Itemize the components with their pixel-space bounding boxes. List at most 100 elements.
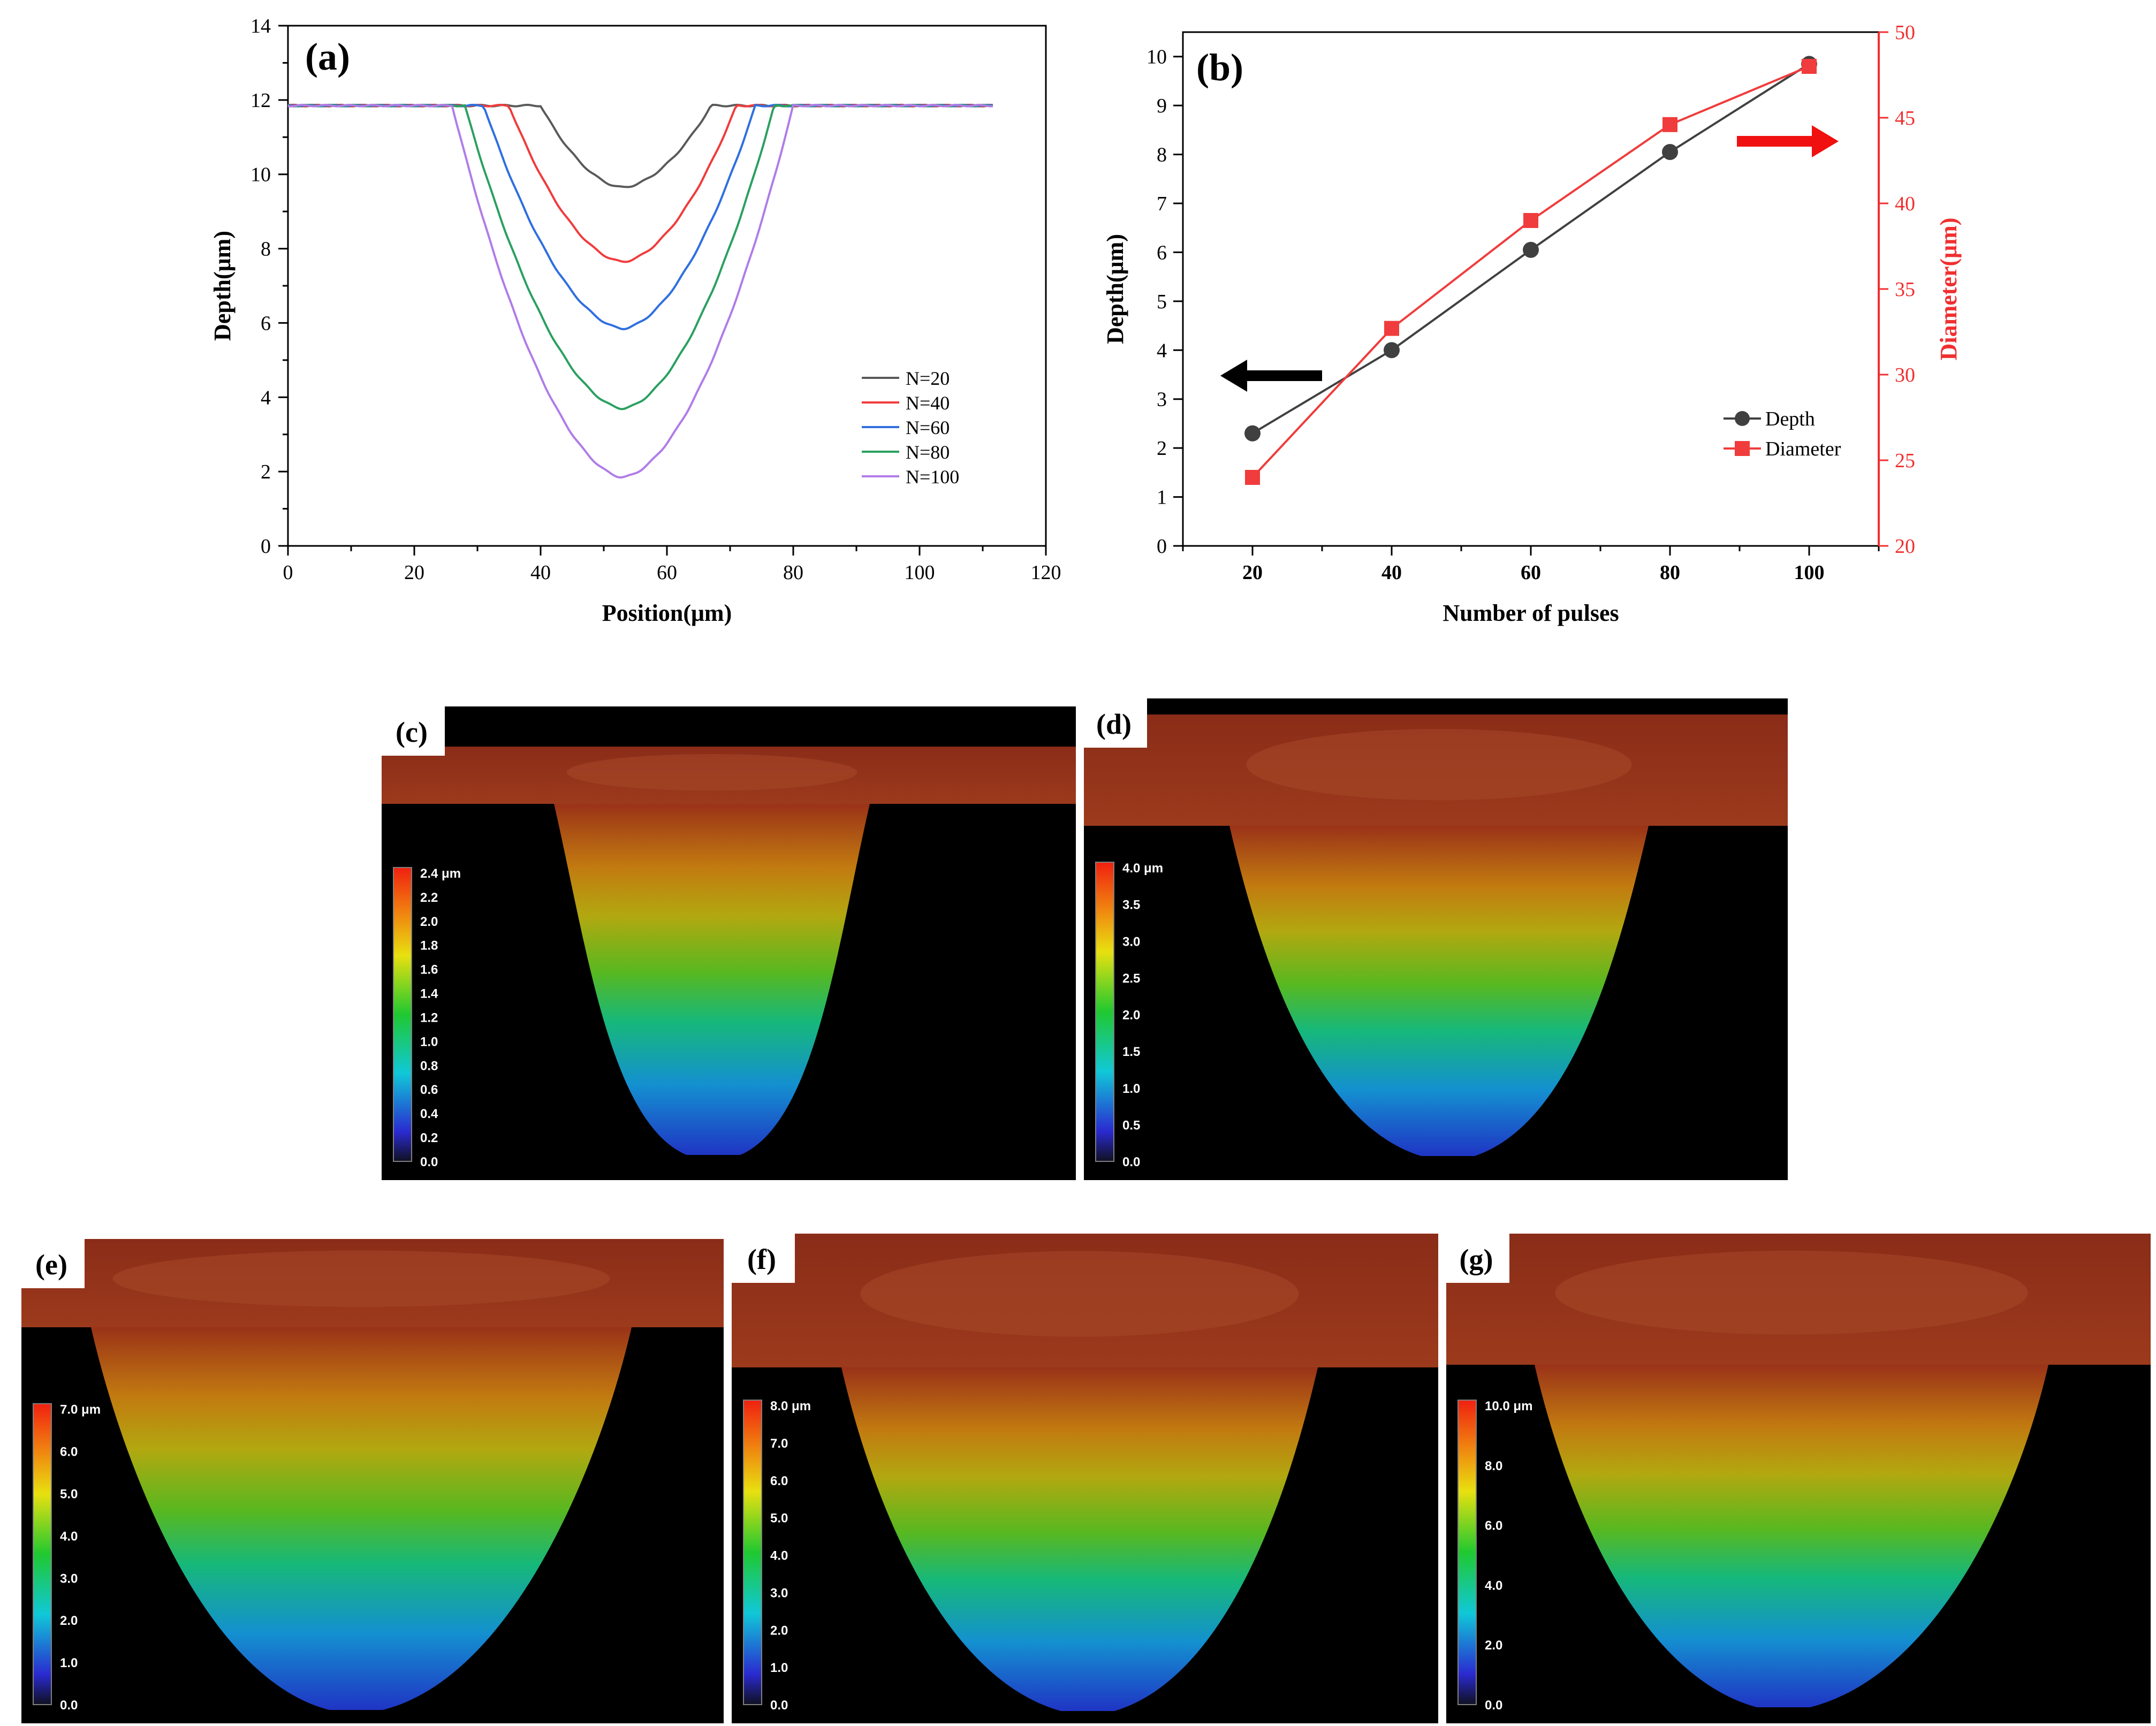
colorbar-tick-label: 0.4 xyxy=(420,1107,438,1121)
chart-a-ytick-label: 2 xyxy=(261,461,271,483)
chart-a-xtick-label: 120 xyxy=(1031,561,1061,584)
chart-b-point-diameter xyxy=(1245,470,1260,485)
chart-b-ytick-right-label: 25 xyxy=(1895,450,1915,472)
panel-f-canvas: (f) 8.0 μm 7.0 6.0 5.0 4.0 3.0 2.0 1.0 0.0 xyxy=(732,1234,1438,1723)
chart-b-point-diameter xyxy=(1802,59,1817,74)
colorbar-tick-label: 0.0 xyxy=(60,1698,78,1713)
chart-a-xtick-label: 20 xyxy=(404,561,424,584)
chart-a-series-line xyxy=(287,103,993,331)
chart-a-ytick-label: 4 xyxy=(261,386,271,409)
chart-b-point-diameter xyxy=(1662,117,1677,132)
colorbar-tick-label: 6.0 xyxy=(770,1474,788,1488)
chart-a-legend-label: N=40 xyxy=(906,392,950,414)
chart-b-point-depth xyxy=(1662,144,1678,160)
crater-surface xyxy=(841,1367,1318,1711)
colorbar-tick-label: 0.0 xyxy=(1122,1155,1140,1169)
panel-label-box xyxy=(1446,1234,1509,1283)
crater-opening xyxy=(112,1250,610,1307)
chart-b-ytick-label: 0 xyxy=(1157,535,1167,558)
colorbar xyxy=(743,1400,762,1706)
chart-a-ylabel: Depth(μm) xyxy=(209,231,236,341)
chart-a-depth-profiles: (a) Position(μm) Depth(μm) 0 20 40 60 80 100 1… xyxy=(209,15,1061,626)
chart-b-xtick-label: 20 xyxy=(1242,561,1263,584)
colorbar-tick-label: 1.5 xyxy=(1122,1045,1140,1059)
chart-b-point-depth xyxy=(1244,425,1261,442)
chart-a-xtick-label: 40 xyxy=(530,561,551,584)
right-axis-arrow-icon xyxy=(1737,125,1839,157)
chart-a-series-line xyxy=(287,103,993,479)
colorbar-tick-label: 3.0 xyxy=(1122,934,1140,949)
chart-b-xlabel: Number of pulses xyxy=(1443,600,1619,626)
chart-b-ytick-label: 8 xyxy=(1157,144,1167,166)
crater-opening xyxy=(860,1251,1299,1337)
colorbar-tick-label: 1.4 xyxy=(420,987,438,1001)
chart-a-xlabel: Position(μm) xyxy=(602,600,732,626)
chart-a-legend-label: N=100 xyxy=(906,466,959,488)
chart-b-xtick-label: 40 xyxy=(1381,561,1402,584)
chart-b-legend-marker xyxy=(1735,441,1750,456)
chart-b-xtick-label: 100 xyxy=(1794,561,1825,584)
panel-f-topography: (f) 8.0 μm 7.0 6.0 5.0 4.0 3.0 2.0 1.0 0.0 xyxy=(732,1234,1438,1723)
colorbar-tick-label: 3.0 xyxy=(60,1571,78,1586)
chart-a-ytick-label: 14 xyxy=(250,15,271,37)
chart-a-ytick-label: 6 xyxy=(261,312,271,334)
chart-b-xtick-label: 60 xyxy=(1521,561,1541,584)
chart-b-legend-marker xyxy=(1735,411,1750,426)
colorbar xyxy=(1457,1400,1477,1706)
chart-b-ytick-right-label: 40 xyxy=(1895,193,1915,215)
chart-b-ytick-label: 10 xyxy=(1147,46,1167,69)
chart-b-ytick-label: 7 xyxy=(1157,193,1167,215)
chart-a-series-line xyxy=(287,103,993,410)
colorbar xyxy=(393,866,412,1162)
panel-d-topography: (d) 4.0 μm 3.5 3.0 2.5 2.0 1.5 1.0 0.5 0.0 xyxy=(1084,698,1788,1180)
chart-a-series-line xyxy=(287,103,993,188)
crater-opening xyxy=(1555,1250,2028,1335)
chart-b-ylabel-right: Diameter(μm) xyxy=(1935,218,1962,361)
colorbar-tick-label: 7.0 xyxy=(770,1436,788,1451)
colorbar xyxy=(33,1403,52,1705)
colorbar-tick-label: 1.0 xyxy=(420,1035,438,1049)
chart-a-ytick-label: 8 xyxy=(261,238,271,261)
colorbar-tick-label: 1.6 xyxy=(420,963,438,977)
chart-b-legend-label: Diameter xyxy=(1765,438,1841,460)
colorbar-tick-label: 5.0 xyxy=(770,1511,788,1526)
crater-surface xyxy=(554,804,870,1155)
colorbar-tick-label: 2.0 xyxy=(770,1623,788,1638)
colorbar-tick-label: 2.0 xyxy=(420,915,438,929)
colorbar-tick-label: 4.0 xyxy=(1485,1578,1502,1593)
colorbar-tick-label: 6.0 xyxy=(1485,1519,1502,1533)
colorbar-tick-label: 4.0 μm xyxy=(1122,861,1163,876)
left-axis-arrow-icon xyxy=(1220,360,1322,392)
colorbar-tick-label: 1.2 xyxy=(420,1010,438,1025)
colorbar-tick-label: 1.0 xyxy=(1122,1082,1140,1096)
panel-label-box xyxy=(21,1239,85,1288)
colorbar-tick-label: 4.0 xyxy=(60,1529,78,1543)
colorbar-tick-label: 0.0 xyxy=(1485,1698,1502,1713)
chart-a-legend-label: N=80 xyxy=(906,442,950,463)
colorbar-tick-label: 4.0 xyxy=(770,1549,788,1563)
crater-opening xyxy=(1246,729,1632,801)
chart-b-ytick-right-label: 20 xyxy=(1895,535,1915,558)
colorbar-tick-label: 0.6 xyxy=(420,1083,438,1097)
colorbar-tick-label: 3.0 xyxy=(770,1586,788,1600)
colorbar-tick-label: 0.8 xyxy=(420,1059,438,1073)
chart-a-ytick-label: 12 xyxy=(250,89,271,112)
colorbar-tick-label: 2.0 xyxy=(1122,1008,1140,1023)
chart-a-legend-label: N=60 xyxy=(906,417,950,438)
colorbar-tick-label: 2.5 xyxy=(1122,971,1140,986)
crater-surface xyxy=(1229,826,1649,1156)
panel-label-box xyxy=(1084,698,1147,748)
chart-b-ytick-label: 1 xyxy=(1157,486,1167,509)
panel-e-topography: (e) 7.0 μm 6.0 5.0 4.0 3.0 2.0 1.0 0.0 xyxy=(21,1239,724,1723)
panel-label-box xyxy=(732,1234,795,1283)
chart-b-ytick-right-label: 50 xyxy=(1895,21,1915,44)
colorbar-tick-label: 3.5 xyxy=(1122,898,1140,913)
colorbar-tick-label: 0.0 xyxy=(420,1155,438,1169)
colorbar-tick-label: 2.2 xyxy=(420,891,438,905)
chart-b-ytick-label: 3 xyxy=(1157,389,1167,411)
chart-b-ytick-right-label: 35 xyxy=(1895,278,1915,301)
colorbar-tick-label: 0.0 xyxy=(770,1698,788,1713)
chart-b-series-line xyxy=(1251,65,1810,478)
chart-b-xtick-label: 80 xyxy=(1660,561,1680,584)
chart-b-plot-frame xyxy=(1182,31,1880,547)
